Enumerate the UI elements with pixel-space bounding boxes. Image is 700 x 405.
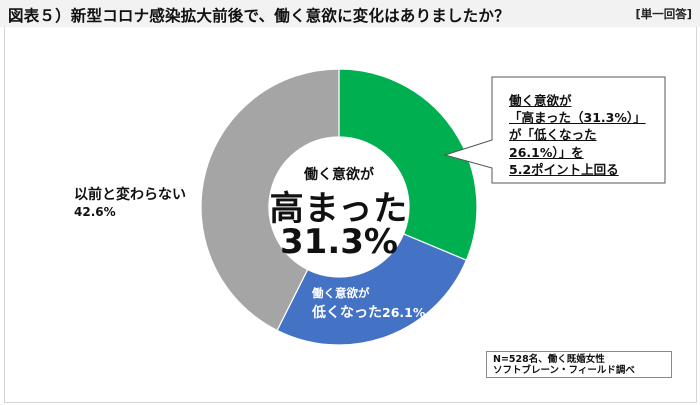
chart-title: 図表５）新型コロナ感染拡大前後で、働く意欲に変化はありましたか？ (8, 7, 510, 25)
header-bar: 図表５）新型コロナ感染拡大前後で、働く意欲に変化はありましたか？ [単一回答] (0, 0, 700, 27)
note-source: ソフトブレーン・フィールド調べ (493, 365, 635, 376)
callout-line: 「高まった（31.3%）」 (509, 110, 646, 126)
source-note: N=528名、働く既婚女性 ソフトブレーン・フィールド調べ (486, 351, 672, 378)
callout-line: 働く意欲が (509, 93, 572, 108)
label-unchanged-percent: 42.6% (74, 205, 116, 219)
segment-increased (338, 68, 478, 261)
callout-line: が「低くなった (509, 127, 597, 143)
label-unchanged: 以前と変わらない 42.6% (74, 187, 186, 221)
answer-type-label: [単一回答] (635, 7, 692, 21)
label-unchanged-text: 以前と変わらない (74, 187, 186, 203)
callout-text: 働く意欲が 「高まった（31.3%）」 が「低くなった 26.1%）」を 5.2… (509, 92, 646, 178)
center-label-main: 高まった (269, 189, 409, 229)
label-decreased-line1: 働く意欲が (312, 286, 370, 300)
label-decreased-percent: 26.1% (382, 305, 426, 320)
center-label-top: 働く意欲が (304, 167, 374, 183)
segment-unchanged (200, 68, 340, 332)
callout-box (443, 76, 666, 184)
note-sample: N=528名、働く既婚女性 (493, 354, 605, 365)
chart-frame (4, 0, 697, 403)
center-label-percent: 31.3% (280, 222, 398, 262)
callout-line: 26.1%）」を (509, 144, 584, 160)
label-decreased-text: 低くなった (312, 305, 382, 321)
label-decreased: 働く意欲が 低くなった26.1% (312, 283, 425, 323)
label-decreased-line2: 低くなった26.1% (312, 303, 425, 323)
callout-line: 5.2ポイント上回る (509, 161, 619, 177)
segment-decreased (276, 233, 468, 346)
